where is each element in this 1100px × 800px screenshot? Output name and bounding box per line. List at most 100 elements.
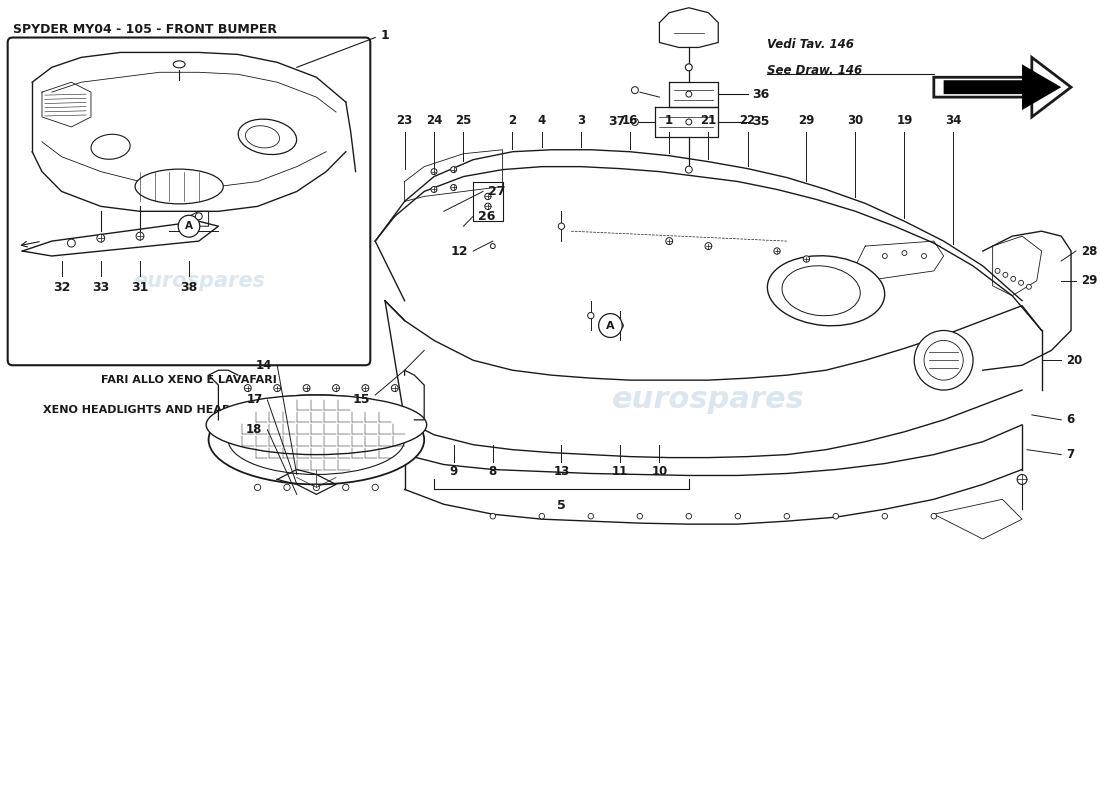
Circle shape: [882, 514, 888, 519]
Ellipse shape: [206, 395, 427, 454]
Circle shape: [431, 186, 437, 193]
Text: 16: 16: [621, 114, 638, 127]
Circle shape: [631, 118, 638, 126]
Circle shape: [485, 203, 491, 210]
Circle shape: [451, 185, 456, 190]
Circle shape: [431, 169, 437, 174]
Text: 33: 33: [92, 281, 109, 294]
Text: 11: 11: [612, 465, 628, 478]
Text: 34: 34: [945, 114, 961, 127]
Text: 19: 19: [896, 114, 913, 127]
Text: 5: 5: [557, 499, 565, 512]
Circle shape: [1011, 276, 1015, 282]
Circle shape: [914, 330, 974, 390]
Text: eurospares: eurospares: [133, 271, 265, 291]
Ellipse shape: [228, 405, 405, 474]
Circle shape: [996, 269, 1000, 274]
Text: 35: 35: [752, 115, 770, 129]
Circle shape: [491, 514, 496, 519]
Circle shape: [922, 254, 926, 258]
Text: 21: 21: [701, 114, 716, 127]
Circle shape: [735, 514, 740, 519]
Circle shape: [598, 314, 623, 338]
Circle shape: [343, 484, 349, 490]
Circle shape: [666, 238, 673, 245]
Circle shape: [587, 313, 594, 318]
Circle shape: [491, 243, 495, 249]
Text: 9: 9: [450, 465, 458, 478]
Polygon shape: [934, 58, 1071, 117]
Text: 30: 30: [847, 114, 864, 127]
Text: 22: 22: [739, 114, 756, 127]
Circle shape: [304, 385, 310, 391]
Ellipse shape: [782, 266, 860, 316]
Circle shape: [784, 514, 790, 519]
Circle shape: [1026, 284, 1032, 290]
Text: A: A: [185, 222, 192, 231]
Text: 25: 25: [455, 114, 472, 127]
Circle shape: [902, 250, 906, 255]
Text: 15: 15: [353, 394, 371, 406]
Circle shape: [1019, 280, 1023, 286]
Text: See Draw. 146: See Draw. 146: [767, 64, 862, 78]
Text: 29: 29: [1081, 274, 1097, 287]
Text: 18: 18: [246, 423, 263, 436]
Text: 2: 2: [508, 114, 517, 127]
Circle shape: [924, 341, 964, 380]
Ellipse shape: [239, 119, 297, 154]
Circle shape: [362, 385, 369, 391]
Circle shape: [685, 166, 692, 173]
Ellipse shape: [135, 169, 223, 204]
Ellipse shape: [209, 395, 425, 485]
Text: 14: 14: [256, 358, 273, 372]
Circle shape: [485, 194, 491, 200]
Circle shape: [686, 514, 692, 519]
Circle shape: [617, 322, 624, 329]
Circle shape: [67, 239, 75, 247]
Text: 7: 7: [1066, 448, 1075, 461]
Circle shape: [1018, 474, 1027, 485]
Text: XENO HEADLIGHTS AND HEADLIGHTS WASHER: XENO HEADLIGHTS AND HEADLIGHTS WASHER: [44, 405, 334, 415]
FancyBboxPatch shape: [8, 38, 371, 366]
Circle shape: [882, 254, 888, 258]
Circle shape: [774, 248, 780, 254]
Circle shape: [314, 484, 319, 490]
Text: 38: 38: [180, 281, 198, 294]
Text: 13: 13: [553, 465, 570, 478]
Polygon shape: [944, 64, 1062, 110]
Text: 12: 12: [451, 245, 469, 258]
Text: 32: 32: [53, 281, 70, 294]
Ellipse shape: [174, 61, 185, 68]
Circle shape: [686, 91, 692, 97]
Circle shape: [686, 119, 692, 125]
Circle shape: [451, 166, 456, 173]
Text: Vedi Tav. 146: Vedi Tav. 146: [767, 38, 854, 50]
Circle shape: [97, 234, 104, 242]
Text: 37: 37: [607, 115, 625, 129]
Circle shape: [254, 484, 261, 490]
Circle shape: [539, 514, 544, 519]
Text: 27: 27: [488, 185, 505, 198]
Text: 26: 26: [478, 210, 495, 222]
Text: 23: 23: [396, 114, 412, 127]
Circle shape: [637, 514, 642, 519]
Text: 36: 36: [752, 88, 770, 101]
Text: 8: 8: [488, 465, 497, 478]
Ellipse shape: [768, 256, 884, 326]
Text: 31: 31: [131, 281, 149, 294]
Text: 20: 20: [1066, 354, 1082, 366]
Text: 24: 24: [426, 114, 442, 127]
Text: A: A: [606, 321, 615, 330]
Text: 6: 6: [1066, 414, 1075, 426]
Circle shape: [332, 385, 340, 391]
Circle shape: [178, 215, 200, 237]
Text: eurospares: eurospares: [612, 386, 805, 414]
Circle shape: [196, 213, 202, 220]
Circle shape: [274, 385, 280, 391]
Circle shape: [931, 514, 936, 519]
Circle shape: [685, 64, 692, 71]
Text: SPYDER MY04 - 105 - FRONT BUMPER: SPYDER MY04 - 105 - FRONT BUMPER: [12, 22, 276, 36]
Circle shape: [559, 223, 564, 230]
Circle shape: [631, 86, 638, 94]
Text: 4: 4: [538, 114, 546, 127]
